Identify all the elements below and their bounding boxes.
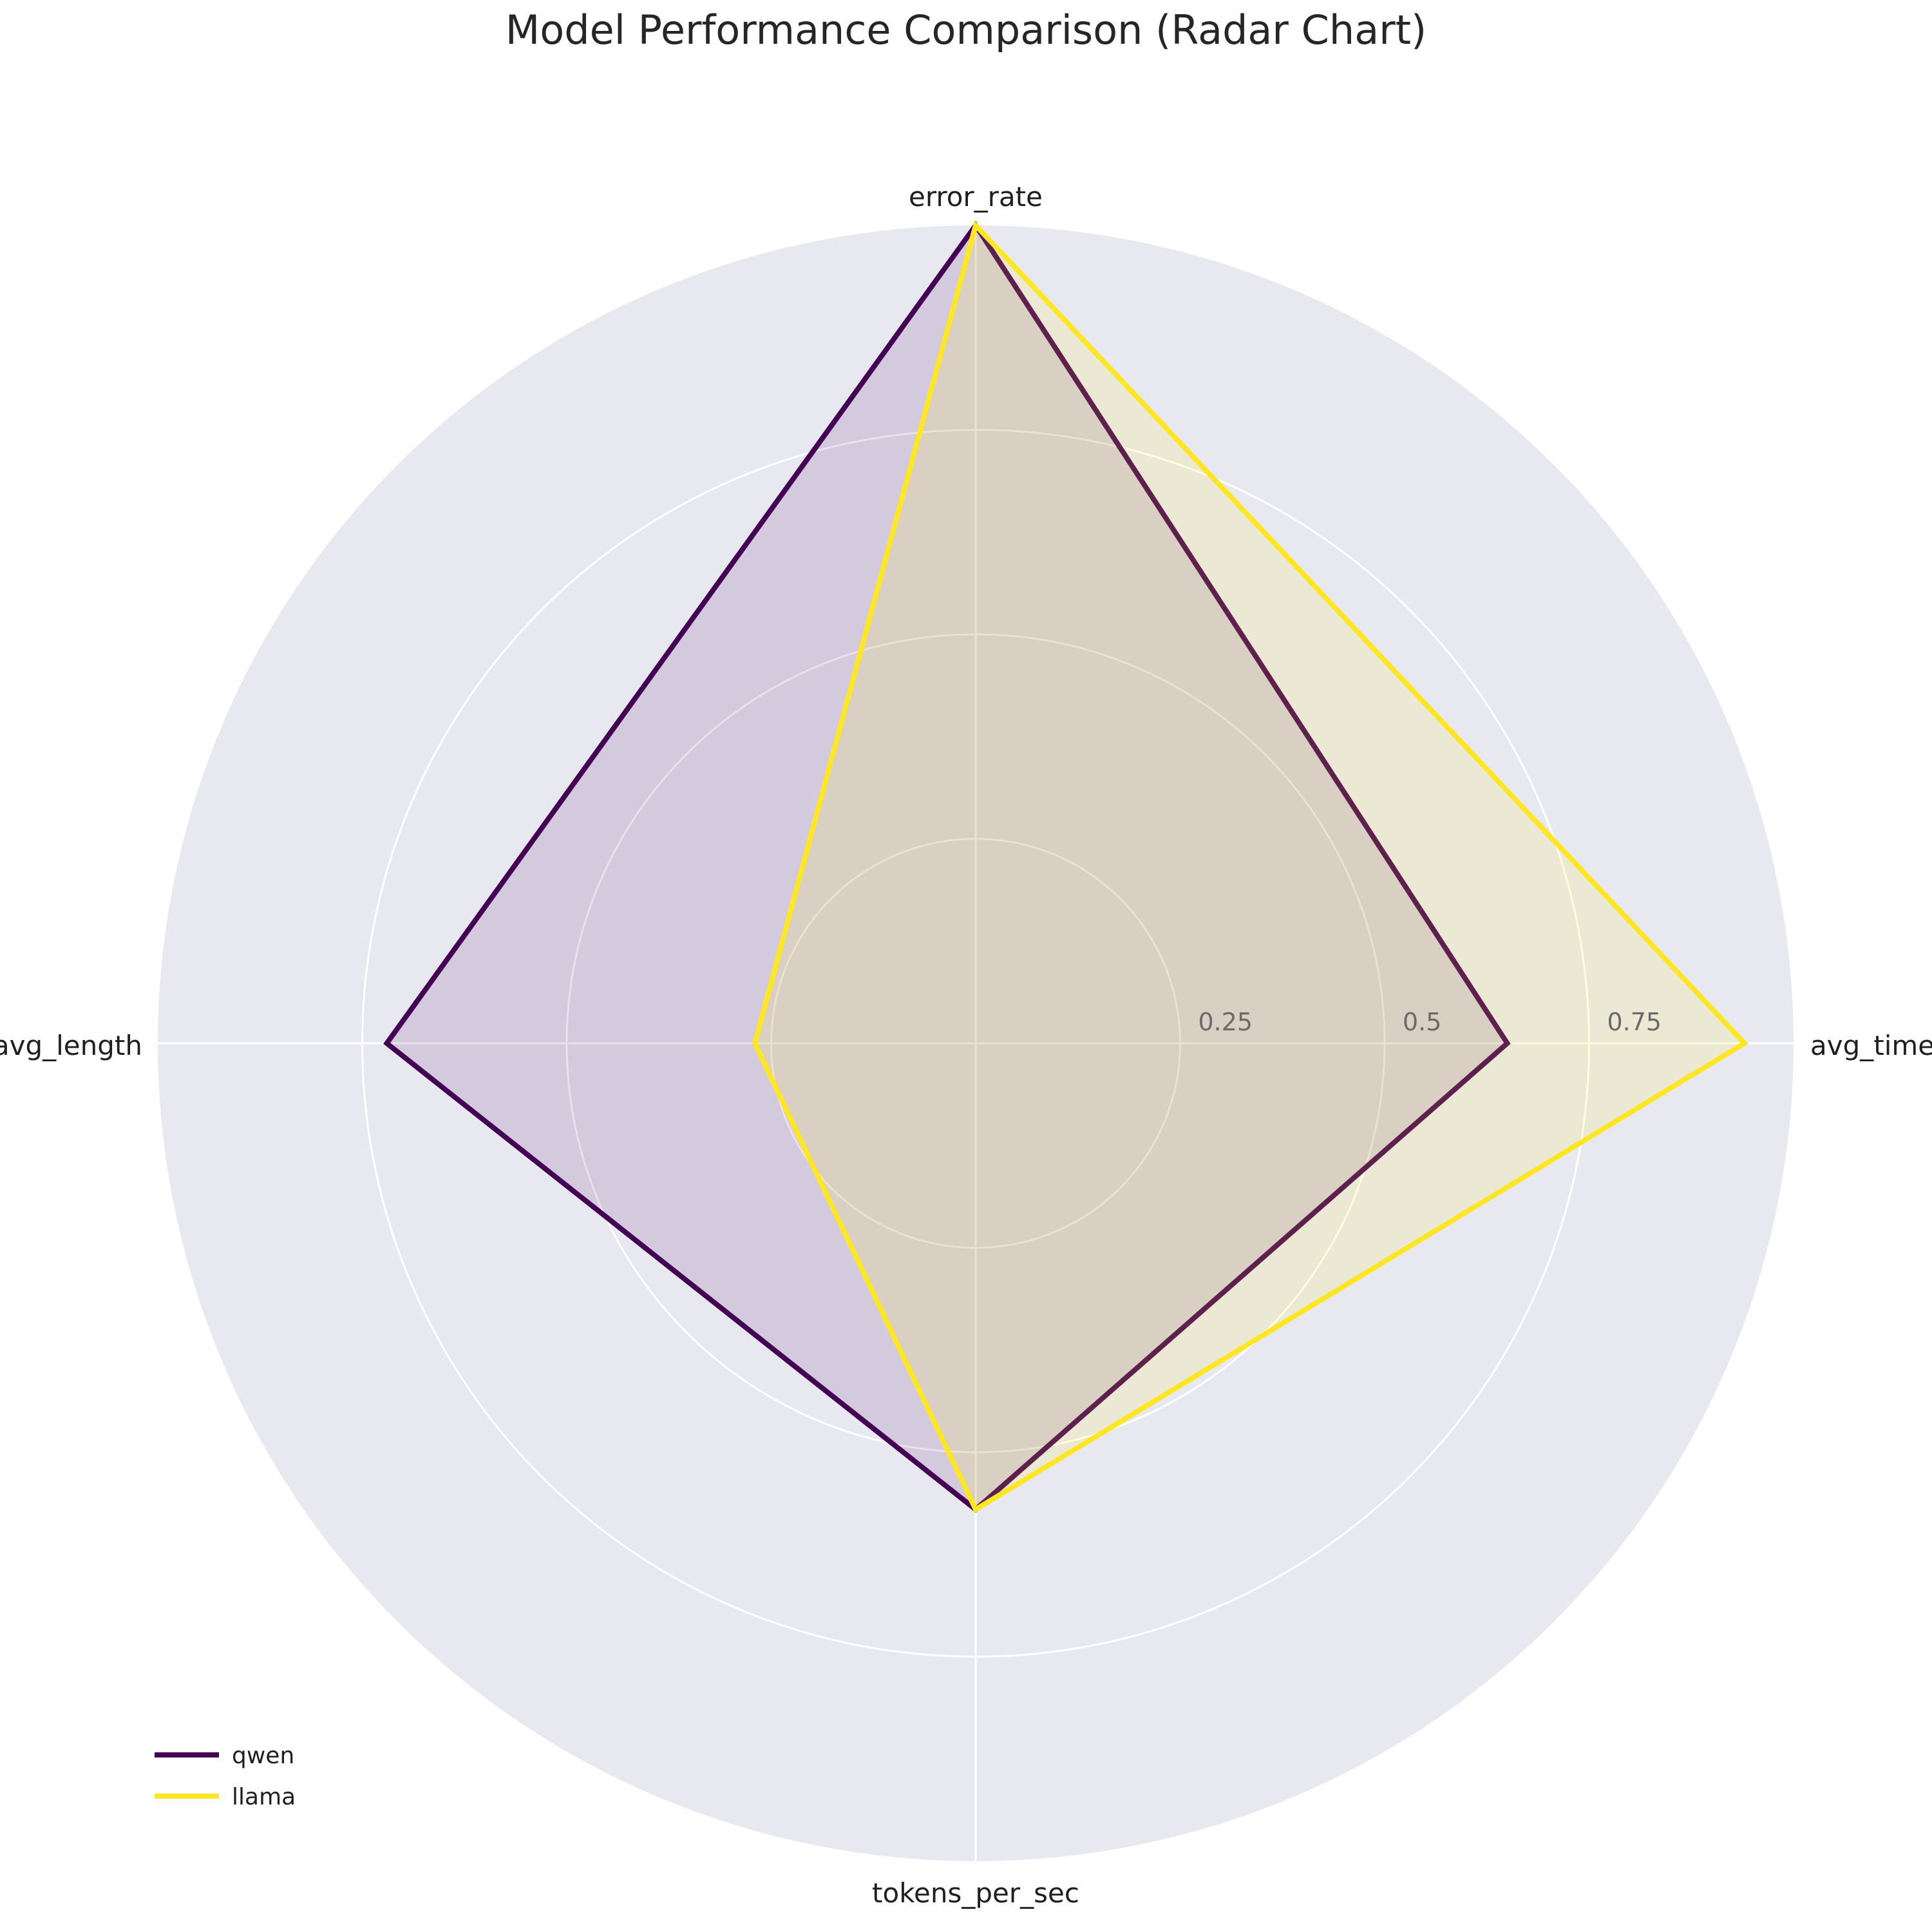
radial-tick-label: 0.25 xyxy=(1198,1008,1253,1036)
axis-labels: avg_time error_rate avg_length tokens_per_s… xyxy=(0,181,1932,1909)
axis-label: avg_length xyxy=(0,1030,142,1061)
radial-tick-label: 0.75 xyxy=(1607,1008,1662,1036)
series-area-llama xyxy=(755,225,1745,1510)
series-area-qwen xyxy=(386,225,1508,1510)
axis-label: avg_time xyxy=(1810,1030,1932,1061)
legend-label-qwen: qwen xyxy=(232,1743,294,1769)
legend-label-llama: llama xyxy=(232,1784,296,1810)
radial-tick-labels: 0.25 0.5 0.75 xyxy=(1198,1008,1662,1036)
radial-tick-label: 0.5 xyxy=(1403,1008,1441,1036)
axis-label: error_rate xyxy=(909,181,1043,213)
radar-grid xyxy=(158,225,1794,1861)
axis-label: tokens_per_sec xyxy=(872,1877,1079,1909)
chart-title: Model Performance Comparison (Radar Char… xyxy=(506,6,1426,53)
radar-series xyxy=(383,220,1749,1513)
legend: qwen llama xyxy=(155,1743,296,1810)
